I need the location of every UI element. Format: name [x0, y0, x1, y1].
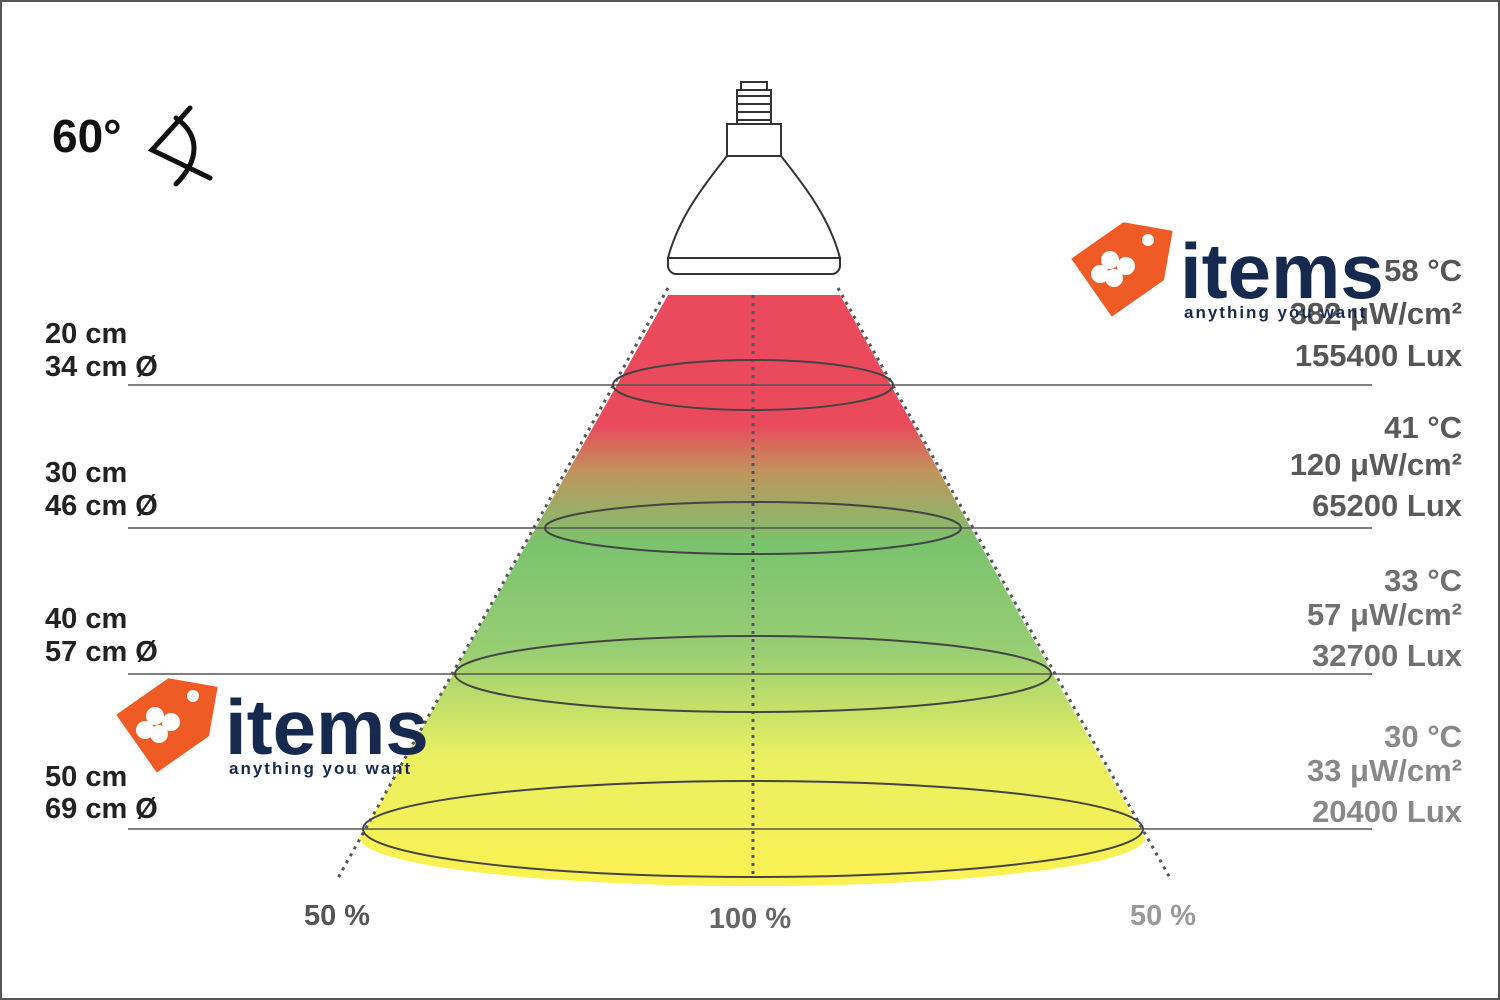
logo-tagline: anything you want	[229, 759, 412, 778]
logo-clover	[1105, 269, 1123, 287]
logo-clover	[1117, 257, 1135, 275]
angle-label: 60°	[52, 110, 122, 162]
illuminance: 65200 Lux	[1312, 488, 1463, 523]
distance: 50 cm	[45, 761, 127, 793]
beam-section	[362, 780, 1144, 878]
illuminance: 32700 Lux	[1312, 638, 1463, 673]
bulb	[666, 81, 842, 275]
beam-section	[544, 501, 962, 555]
logo-clover	[162, 713, 180, 731]
beam-section	[454, 635, 1052, 713]
diameter: 46 cm Ø	[45, 490, 158, 522]
distance: 30 cm	[45, 457, 127, 489]
illuminance: 20400 Lux	[1312, 794, 1463, 829]
irradiance: 33 μW/cm²	[1307, 753, 1462, 788]
distance: 40 cm	[45, 603, 127, 635]
irradiance: 120 μW/cm²	[1290, 447, 1462, 482]
illuminance: 155400 Lux	[1295, 338, 1463, 373]
temperature: 30 °C	[1384, 719, 1462, 754]
irradiance: 382 μW/cm²	[1290, 296, 1462, 331]
intensity-label: 50 %	[304, 900, 370, 932]
logo-brand: items	[1180, 227, 1384, 315]
temperature: 41 °C	[1384, 410, 1462, 445]
beam-section	[612, 359, 894, 411]
intensity-label: 100 %	[709, 903, 791, 935]
logo-clover	[1091, 265, 1109, 283]
logo-clover	[150, 725, 168, 743]
logo-clover	[136, 721, 154, 739]
diameter: 57 cm Ø	[45, 636, 158, 668]
intensity-label: 50 %	[1130, 900, 1196, 932]
logo-clover	[146, 707, 164, 725]
light-cone	[360, 295, 1145, 887]
temperature: 58 °C	[1384, 253, 1462, 288]
logo-hole	[1142, 234, 1154, 246]
distance: 20 cm	[45, 318, 127, 350]
temperature: 33 °C	[1384, 563, 1462, 598]
irradiance: 57 μW/cm²	[1307, 597, 1462, 632]
logo-hole	[187, 690, 199, 702]
diameter: 34 cm Ø	[45, 351, 158, 383]
diameter: 69 cm Ø	[45, 793, 158, 825]
angle-icon	[147, 105, 213, 187]
logo-tagline: anything you want	[1184, 303, 1367, 322]
logo-clover	[1101, 251, 1119, 269]
logo-brand: items	[225, 683, 429, 771]
